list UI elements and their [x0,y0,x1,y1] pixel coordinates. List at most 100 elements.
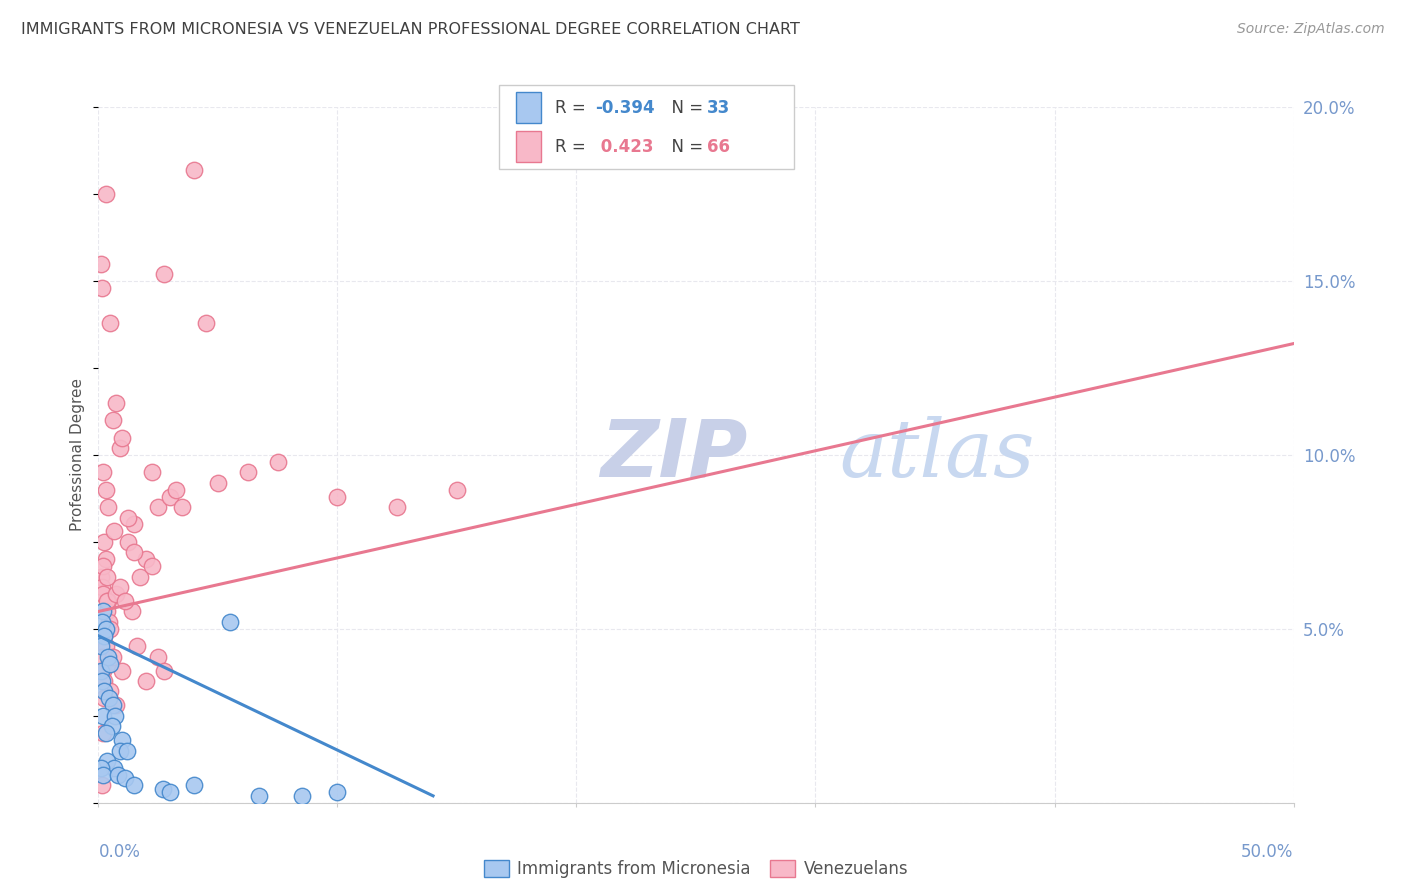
Point [91,664,114,678]
Point [91,466,114,480]
Point [96,570,118,584]
Y-axis label: Professional Degree: Professional Degree [70,378,86,532]
Point [267,455,290,469]
Point [121,605,143,619]
Point [91,708,114,723]
Point [93,534,115,549]
Point [94,483,117,497]
Point [124,545,146,559]
Point [94,552,117,566]
Point [90,639,112,653]
Text: 33: 33 [707,99,731,117]
Point [96,594,118,608]
Point [165,483,187,497]
Point [90,761,112,775]
Point [105,587,128,601]
Point [103,761,125,775]
Point [114,772,136,786]
Point [91,605,114,619]
Point [98,684,122,698]
Point [98,691,121,706]
Text: -0.394: -0.394 [595,99,654,117]
Point [141,466,163,480]
Legend: Immigrants from Micronesia, Venezuelans: Immigrants from Micronesia, Venezuelans [477,854,915,885]
Point [91,768,114,782]
Point [97,594,120,608]
Point [98,615,121,629]
Point [141,559,163,574]
Point [129,570,152,584]
Point [117,510,139,524]
Point [98,316,122,330]
Point [97,649,120,664]
Point [114,594,136,608]
Point [159,785,181,799]
Point [326,785,349,799]
Point [91,281,114,295]
Point [93,691,115,706]
Point [101,413,124,427]
Point [91,580,114,594]
Point [172,500,194,514]
Text: N =: N = [661,99,709,117]
Text: N =: N = [661,137,709,155]
Point [93,684,115,698]
Point [98,657,121,671]
Point [91,649,114,664]
Point [96,754,118,768]
Point [219,615,242,629]
Point [104,708,127,723]
Point [117,534,139,549]
Point [94,187,117,202]
Point [91,587,114,601]
Point [98,622,122,636]
Point [111,664,134,678]
Point [105,698,128,713]
Point [91,559,114,574]
Point [291,789,314,803]
Point [108,580,131,594]
Point [91,615,114,629]
Point [97,500,120,514]
Text: IMMIGRANTS FROM MICRONESIA VS VENEZUELAN PROFESSIONAL DEGREE CORRELATION CHART: IMMIGRANTS FROM MICRONESIA VS VENEZUELAN… [21,22,800,37]
Point [125,639,148,653]
Text: 0.0%: 0.0% [98,843,141,861]
Point [108,744,131,758]
Text: R =: R = [555,99,592,117]
Point [236,466,259,480]
Point [111,430,134,444]
Point [93,629,115,643]
Point [91,726,114,740]
Text: ZIP: ZIP [600,416,748,494]
Point [91,674,114,689]
Point [195,316,218,330]
Point [446,483,468,497]
Text: 66: 66 [707,137,730,155]
Point [107,768,129,782]
Point [101,649,124,664]
Point [93,674,115,689]
Point [153,267,176,281]
Point [247,789,270,803]
Point [124,778,146,793]
Point [326,490,349,504]
Point [183,162,205,177]
Point [91,778,114,793]
Text: 50.0%: 50.0% [1241,843,1294,861]
Point [105,395,128,409]
Point [96,605,118,619]
Text: atlas: atlas [839,417,1035,493]
Point [135,674,157,689]
Point [93,629,115,643]
Point [153,664,176,678]
Text: Source: ZipAtlas.com: Source: ZipAtlas.com [1237,22,1385,37]
Point [183,778,205,793]
Point [207,475,229,490]
Point [100,719,122,733]
Point [90,257,112,271]
Point [98,657,122,671]
Point [111,733,134,747]
Point [124,517,146,532]
Point [94,726,117,740]
Point [94,639,117,653]
